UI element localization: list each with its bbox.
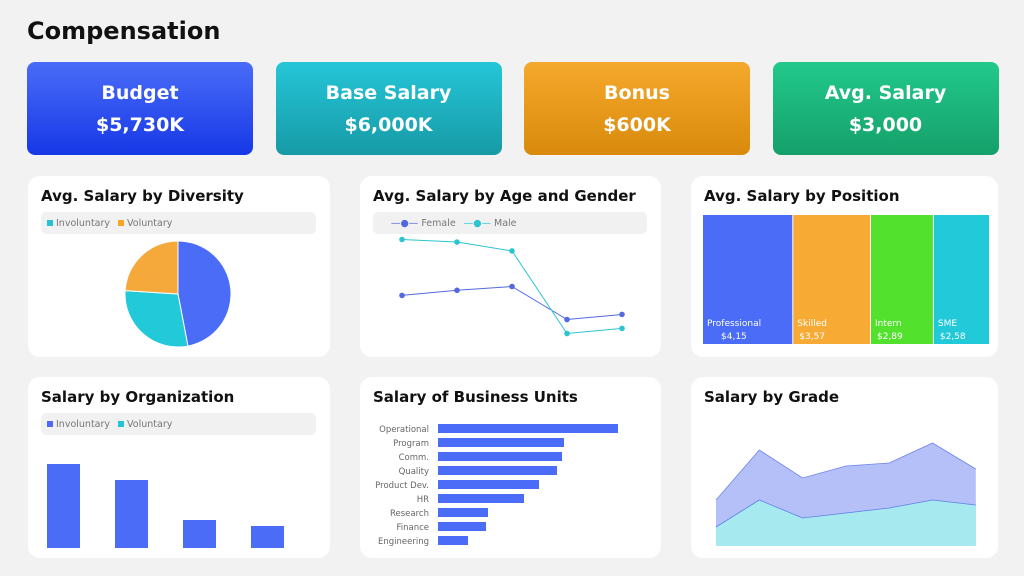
kpi-label: Bonus bbox=[604, 82, 670, 104]
category-label: Research bbox=[390, 509, 429, 519]
card-title: Salary by Organization bbox=[41, 388, 235, 406]
kpi-card[interactable]: Budget $5,730K bbox=[27, 62, 253, 155]
data-point bbox=[454, 287, 460, 294]
page-title: Compensation bbox=[27, 17, 221, 45]
category-label: Program bbox=[393, 439, 429, 449]
organization-card: Salary by Organization Involuntary Volun… bbox=[28, 377, 330, 558]
category-label: Quality bbox=[399, 467, 429, 477]
data-point bbox=[509, 283, 515, 290]
column-bar bbox=[47, 464, 80, 548]
tile-label: Skilled bbox=[797, 319, 827, 329]
tile-label: Professional bbox=[707, 319, 761, 329]
kpi-label: Budget bbox=[101, 82, 179, 104]
legend: —●— Female —●— Male bbox=[373, 212, 647, 234]
card-title: Avg. Salary by Age and Gender bbox=[373, 187, 636, 205]
category-label: Operational bbox=[379, 425, 429, 435]
category-label: Finance bbox=[396, 523, 429, 533]
kpi-value: $600K bbox=[603, 114, 671, 136]
treemap-tile bbox=[870, 215, 933, 344]
legend-item[interactable]: —●— Female bbox=[391, 217, 456, 229]
business-units-card: Salary of Business Units Operational Prog… bbox=[360, 377, 661, 558]
kpi-value: $3,000 bbox=[848, 114, 923, 136]
bar bbox=[438, 480, 539, 489]
kpi-label: Base Salary bbox=[325, 82, 452, 104]
legend-item[interactable]: Involuntary bbox=[47, 218, 110, 229]
treemap-chart: Professional $4,15 Skilled $3,57 Intern $2,89… bbox=[703, 215, 989, 344]
legend-item[interactable]: Involuntary bbox=[47, 419, 110, 430]
category-label: Engineering bbox=[378, 537, 429, 547]
category-label: HR bbox=[417, 495, 429, 505]
column-chart bbox=[47, 464, 284, 548]
tile-value: $2,58 bbox=[940, 332, 966, 342]
data-point bbox=[619, 311, 625, 318]
area-line bbox=[715, 499, 976, 528]
tile-value: $3,57 bbox=[799, 332, 825, 342]
position-card: Avg. Salary by Position Professional $4,1… bbox=[691, 176, 998, 357]
kpi-label: Avg. Salary bbox=[824, 82, 947, 104]
bar bbox=[438, 424, 618, 433]
data-point bbox=[399, 236, 405, 243]
pie-slice bbox=[177, 240, 232, 347]
pie-slice bbox=[124, 240, 179, 295]
column-bar bbox=[115, 480, 148, 548]
tile-value: $2,89 bbox=[877, 332, 903, 342]
column-bar bbox=[183, 520, 216, 548]
line-series bbox=[401, 285, 623, 321]
kpi-value: $5,730K bbox=[95, 114, 185, 136]
bar bbox=[438, 438, 564, 447]
legend: Involuntary Voluntary bbox=[41, 413, 316, 435]
bar bbox=[438, 466, 557, 475]
area-chart bbox=[715, 442, 977, 546]
legend-item[interactable]: —●— Male bbox=[463, 217, 517, 229]
bar bbox=[438, 522, 486, 531]
bar-chart: Operational Program Comm. Quality Product De… bbox=[375, 424, 618, 547]
bar bbox=[438, 452, 562, 461]
legend-item[interactable]: Voluntary bbox=[118, 419, 172, 430]
area-series bbox=[716, 500, 976, 546]
pie-slice bbox=[124, 290, 189, 348]
kpi-card[interactable]: Avg. Salary $3,000 bbox=[772, 62, 999, 155]
legend-item[interactable]: Voluntary bbox=[118, 218, 172, 229]
pie-chart bbox=[124, 240, 232, 348]
grade-card: Salary by Grade bbox=[691, 377, 998, 558]
card-title: Avg. Salary by Position bbox=[704, 187, 900, 205]
kpi-value: $6,000K bbox=[344, 114, 433, 136]
kpi-card[interactable]: Bonus $600K bbox=[524, 62, 750, 155]
data-point bbox=[509, 248, 515, 254]
bar bbox=[438, 536, 468, 545]
treemap-tile bbox=[933, 215, 989, 344]
data-point bbox=[399, 292, 405, 299]
data-point bbox=[564, 316, 570, 323]
area-line bbox=[715, 442, 977, 501]
legend: Involuntary Voluntary bbox=[41, 212, 316, 234]
bar bbox=[438, 508, 488, 517]
bar bbox=[438, 494, 524, 503]
treemap-tile bbox=[703, 215, 793, 344]
category-label: Comm. bbox=[399, 453, 429, 463]
card-title: Salary by Grade bbox=[704, 388, 840, 406]
age-gender-card: Avg. Salary by Age and Gender —●— Female… bbox=[360, 176, 661, 357]
line-chart bbox=[399, 236, 625, 337]
data-point bbox=[564, 330, 570, 337]
data-point bbox=[619, 325, 625, 332]
tile-label: SME bbox=[938, 319, 957, 329]
tile-label: Intern bbox=[875, 319, 902, 329]
tile-value: $4,15 bbox=[721, 332, 747, 342]
diversity-card: Avg. Salary by Diversity Involuntary Vol… bbox=[28, 176, 330, 357]
data-point bbox=[454, 239, 460, 245]
card-title: Salary of Business Units bbox=[373, 388, 578, 406]
card-title: Avg. Salary by Diversity bbox=[41, 187, 244, 205]
column-bar bbox=[251, 526, 284, 548]
category-label: Product Dev. bbox=[375, 481, 429, 491]
treemap-tile bbox=[793, 215, 870, 344]
kpi-card[interactable]: Base Salary $6,000K bbox=[275, 62, 502, 155]
